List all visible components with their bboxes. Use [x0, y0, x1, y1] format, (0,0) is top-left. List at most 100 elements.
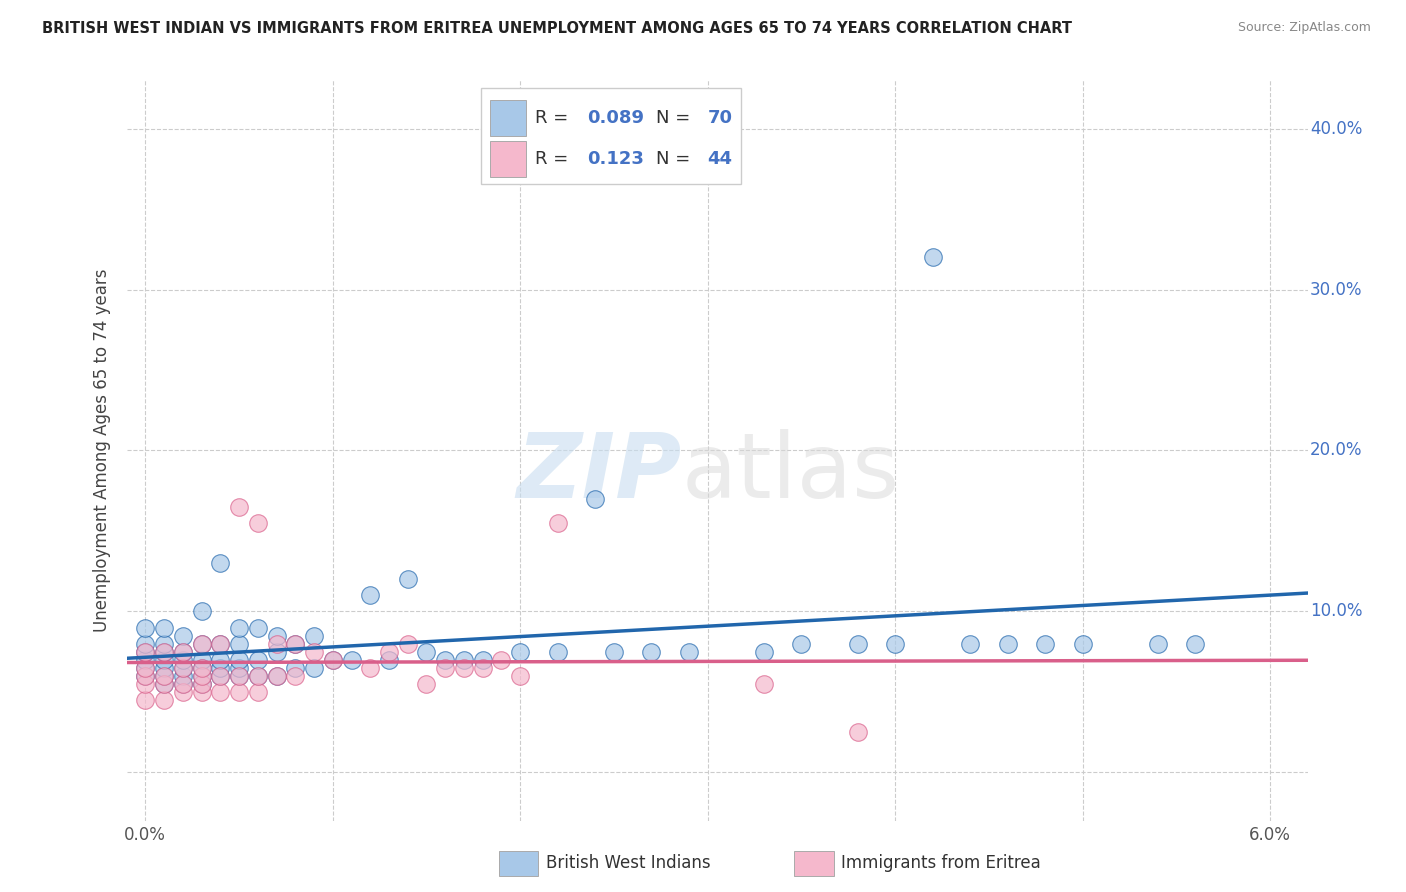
Point [340, 653, 363, 667]
Point [266, 669, 288, 683]
Point [190, 661, 212, 675]
Point [209, 685, 232, 699]
Point [396, 637, 419, 651]
Point [190, 653, 212, 667]
Point [284, 661, 307, 675]
Point [322, 653, 344, 667]
Text: 0.123: 0.123 [588, 150, 644, 168]
Point [396, 572, 419, 586]
Point [266, 628, 288, 642]
Point [153, 669, 176, 683]
Point [509, 645, 531, 659]
Point [302, 628, 325, 642]
Point [134, 645, 156, 659]
Point [153, 645, 176, 659]
Point [359, 661, 381, 675]
Point [453, 653, 475, 667]
Point [790, 637, 813, 651]
Point [846, 637, 869, 651]
Text: R =: R = [536, 150, 579, 168]
Point [246, 620, 269, 634]
Point [190, 637, 212, 651]
FancyBboxPatch shape [491, 141, 526, 177]
Point [1033, 637, 1056, 651]
Point [434, 661, 457, 675]
Point [228, 661, 250, 675]
Point [359, 588, 381, 602]
Text: 10.0%: 10.0% [1310, 602, 1362, 621]
Point [209, 556, 232, 570]
Point [284, 637, 307, 651]
Point [190, 685, 212, 699]
Point [153, 693, 176, 707]
Point [153, 645, 176, 659]
Point [415, 645, 437, 659]
Point [378, 653, 401, 667]
Point [172, 645, 194, 659]
Point [266, 669, 288, 683]
Point [378, 645, 401, 659]
Point [134, 661, 156, 675]
Point [134, 677, 156, 691]
Point [172, 661, 194, 675]
Point [678, 645, 700, 659]
Point [209, 637, 232, 651]
Point [134, 645, 156, 659]
Point [246, 653, 269, 667]
Point [1146, 637, 1168, 651]
Point [228, 669, 250, 683]
Point [172, 645, 194, 659]
Point [228, 653, 250, 667]
Point [153, 661, 176, 675]
Point [583, 491, 606, 506]
Text: 30.0%: 30.0% [1310, 280, 1362, 299]
FancyBboxPatch shape [481, 87, 741, 184]
Point [997, 637, 1019, 651]
Point [134, 669, 156, 683]
Point [209, 637, 232, 651]
Point [752, 677, 775, 691]
Point [603, 645, 626, 659]
Point [172, 653, 194, 667]
Point [453, 661, 475, 675]
Point [190, 669, 212, 683]
Point [1071, 637, 1094, 651]
Point [640, 645, 662, 659]
Point [172, 628, 194, 642]
Point [209, 653, 232, 667]
Point [190, 604, 212, 618]
Text: 20.0%: 20.0% [1310, 442, 1362, 459]
Point [209, 661, 232, 675]
Point [228, 685, 250, 699]
Point [153, 669, 176, 683]
Point [172, 685, 194, 699]
Point [134, 693, 156, 707]
Point [547, 645, 569, 659]
Point [228, 500, 250, 514]
Point [846, 725, 869, 739]
Point [246, 516, 269, 530]
Point [172, 661, 194, 675]
Point [209, 669, 232, 683]
Point [153, 677, 176, 691]
Point [246, 669, 269, 683]
Text: 40.0%: 40.0% [1310, 120, 1362, 137]
Point [752, 645, 775, 659]
Point [322, 653, 344, 667]
Point [153, 653, 176, 667]
Point [434, 653, 457, 667]
Point [190, 677, 212, 691]
Text: ZIP: ZIP [516, 429, 682, 516]
Point [302, 645, 325, 659]
Text: N =: N = [655, 109, 696, 127]
Point [153, 620, 176, 634]
Point [134, 653, 156, 667]
Point [172, 677, 194, 691]
Text: atlas: atlas [682, 429, 900, 516]
Point [134, 620, 156, 634]
Point [228, 637, 250, 651]
Text: N =: N = [655, 150, 696, 168]
Point [509, 669, 531, 683]
Text: British West Indians: British West Indians [546, 855, 710, 872]
Point [172, 677, 194, 691]
